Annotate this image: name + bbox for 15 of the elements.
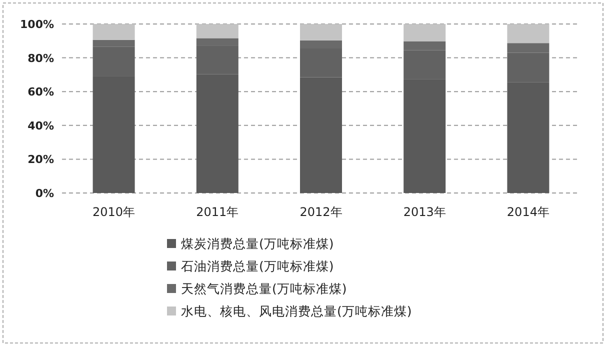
y-tick-label: 20% bbox=[28, 153, 54, 166]
legend-label: 天然气消费总量(万吨标准煤) bbox=[181, 281, 347, 296]
x-tick-label: 2014年 bbox=[506, 205, 550, 219]
y-tick-label: 100% bbox=[20, 18, 54, 31]
y-tick-label: 40% bbox=[28, 119, 54, 132]
legend-label: 煤炭消费总量(万吨标准煤) bbox=[181, 236, 334, 251]
y-tick-label: 0% bbox=[35, 187, 54, 200]
y-tick-label: 80% bbox=[28, 52, 54, 65]
y-tick-label: 60% bbox=[28, 86, 54, 99]
x-tick-label: 2012年 bbox=[300, 205, 342, 219]
x-tick-label: 2013年 bbox=[403, 205, 446, 219]
x-tick-label: 2010年 bbox=[92, 205, 136, 219]
x-tick-label: 2011年 bbox=[196, 205, 239, 219]
legend-label: 石油消费总量(万吨标准煤) bbox=[181, 258, 334, 274]
legend-label: 水电、核电、风电消费总量(万吨标准煤) bbox=[181, 304, 412, 318]
